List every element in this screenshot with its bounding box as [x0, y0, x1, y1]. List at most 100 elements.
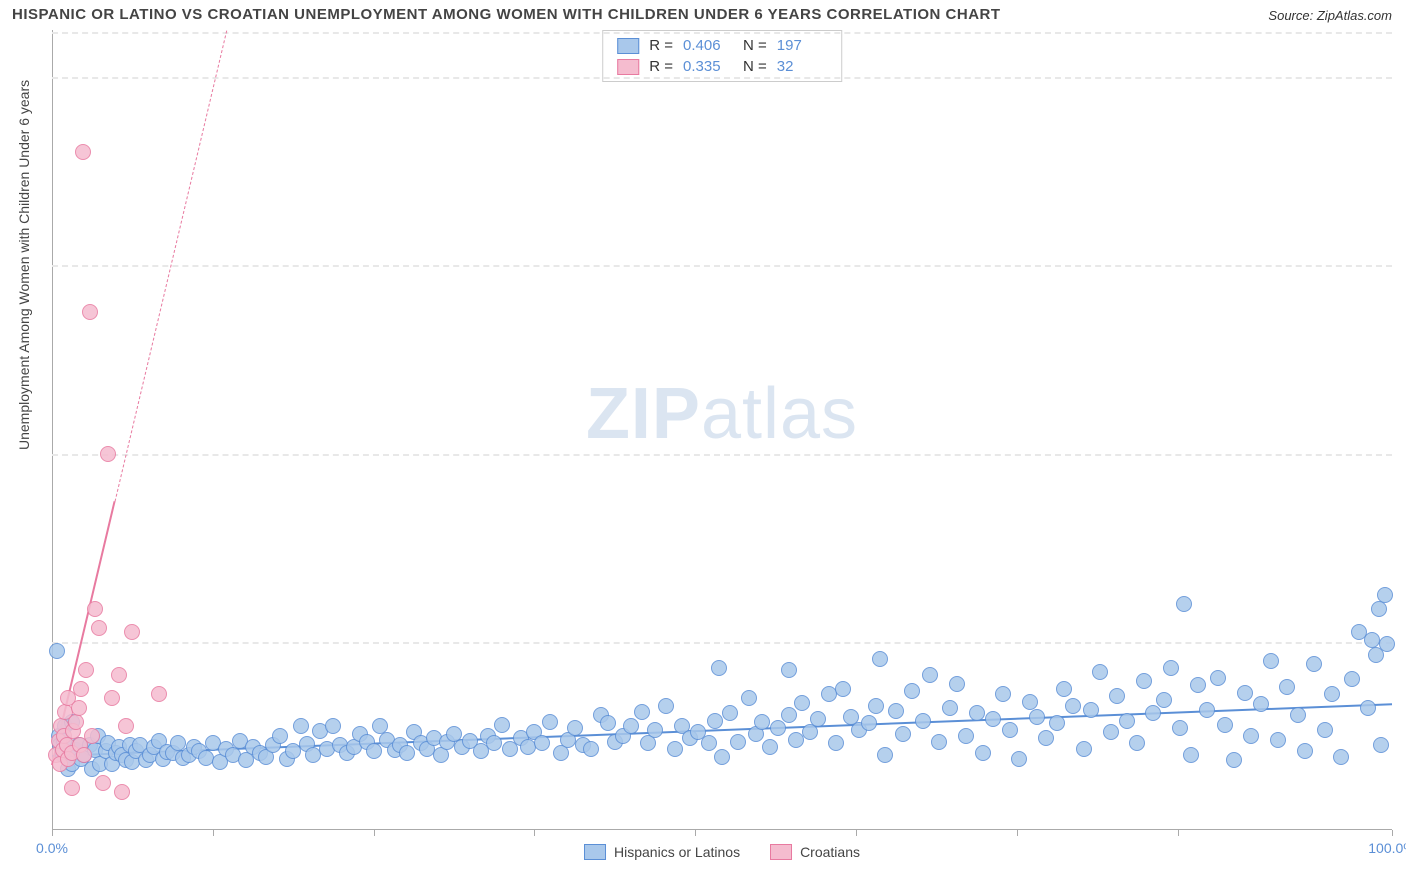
data-point — [111, 667, 127, 683]
legend-label-croatians: Croatians — [800, 844, 860, 860]
data-point — [346, 739, 362, 755]
data-point — [454, 739, 470, 755]
data-point — [1022, 694, 1038, 710]
data-point — [1237, 685, 1253, 701]
data-point — [325, 718, 341, 734]
data-point — [64, 745, 80, 761]
y-axis-label: Unemployment Among Women with Children U… — [16, 80, 32, 450]
data-point — [1076, 741, 1092, 757]
data-point — [114, 747, 130, 763]
r-value-hispanics: 0.406 — [683, 37, 733, 54]
data-point — [118, 752, 134, 768]
data-point — [888, 703, 904, 719]
data-point — [419, 741, 435, 757]
data-point — [895, 726, 911, 742]
y-axis-line — [52, 30, 53, 830]
data-point — [1324, 686, 1340, 702]
data-point — [781, 662, 797, 678]
x-tick-label: 100.0% — [1368, 840, 1406, 856]
data-point — [413, 735, 429, 751]
data-point — [84, 761, 100, 777]
gridline — [52, 265, 1392, 267]
data-point — [1290, 707, 1306, 723]
data-point — [1163, 660, 1179, 676]
data-point — [232, 733, 248, 749]
data-point — [607, 734, 623, 750]
data-point — [1092, 664, 1108, 680]
plot-area: ZIPatlas R = 0.406 N = 197 R = 0.335 N =… — [52, 30, 1392, 830]
n-label: N = — [743, 58, 767, 75]
data-point — [352, 726, 368, 742]
data-point — [1109, 688, 1125, 704]
chart-container: HISPANIC OR LATINO VS CROATIAN UNEMPLOYM… — [0, 0, 1406, 892]
data-point — [1297, 743, 1313, 759]
swatch-croatians — [770, 844, 792, 860]
data-point — [1317, 722, 1333, 738]
data-point — [155, 751, 171, 767]
data-point — [272, 728, 288, 744]
data-point — [406, 724, 422, 740]
data-point — [339, 745, 355, 761]
data-point — [995, 686, 1011, 702]
data-point — [366, 743, 382, 759]
data-point — [92, 756, 108, 772]
watermark: ZIPatlas — [586, 373, 858, 455]
data-point — [640, 735, 656, 751]
data-point — [387, 742, 403, 758]
data-point — [90, 728, 106, 744]
data-point — [98, 743, 114, 759]
data-point — [305, 747, 321, 763]
data-point — [151, 733, 167, 749]
data-point — [1136, 673, 1152, 689]
data-point — [781, 707, 797, 723]
data-point — [60, 761, 76, 777]
gridline — [52, 77, 1392, 79]
watermark-zip: ZIP — [586, 374, 701, 454]
data-point — [1056, 681, 1072, 697]
gridline — [52, 32, 1392, 34]
r-value-croatians: 0.335 — [683, 58, 733, 75]
x-axis-line — [52, 829, 1392, 830]
data-point — [118, 718, 134, 734]
data-point — [1306, 656, 1322, 672]
data-point — [520, 739, 536, 755]
data-point — [494, 717, 510, 733]
data-point — [1243, 728, 1259, 744]
swatch-croatians — [617, 59, 639, 75]
data-point — [91, 620, 107, 636]
data-point — [212, 754, 228, 770]
data-point — [480, 728, 496, 744]
data-point — [868, 698, 884, 714]
data-point — [82, 737, 98, 753]
legend-item-hispanics: Hispanics or Latinos — [584, 844, 740, 860]
correlation-legend: R = 0.406 N = 197 R = 0.335 N = 32 — [602, 30, 842, 82]
data-point — [634, 704, 650, 720]
data-point — [104, 756, 120, 772]
data-point — [1217, 717, 1233, 733]
data-point — [1176, 596, 1192, 612]
data-point — [279, 751, 295, 767]
y-tick-label: 20.0% — [1397, 634, 1406, 650]
data-point — [258, 749, 274, 765]
data-point — [1065, 698, 1081, 714]
x-tick — [1178, 830, 1179, 836]
data-point — [124, 624, 140, 640]
data-point — [198, 750, 214, 766]
data-point — [658, 698, 674, 714]
data-point — [1368, 647, 1384, 663]
data-point — [722, 705, 738, 721]
data-point — [78, 662, 94, 678]
data-point — [931, 734, 947, 750]
data-point — [72, 737, 88, 753]
data-point — [87, 742, 103, 758]
data-point — [379, 732, 395, 748]
data-point — [372, 718, 388, 734]
data-point — [1210, 670, 1226, 686]
data-point — [1333, 749, 1349, 765]
data-point — [1279, 679, 1295, 695]
source-link[interactable]: ZipAtlas.com — [1317, 8, 1392, 23]
trend-line — [52, 703, 1392, 757]
data-point — [1371, 601, 1387, 617]
legend-label-hispanics: Hispanics or Latinos — [614, 844, 740, 860]
data-point — [843, 709, 859, 725]
